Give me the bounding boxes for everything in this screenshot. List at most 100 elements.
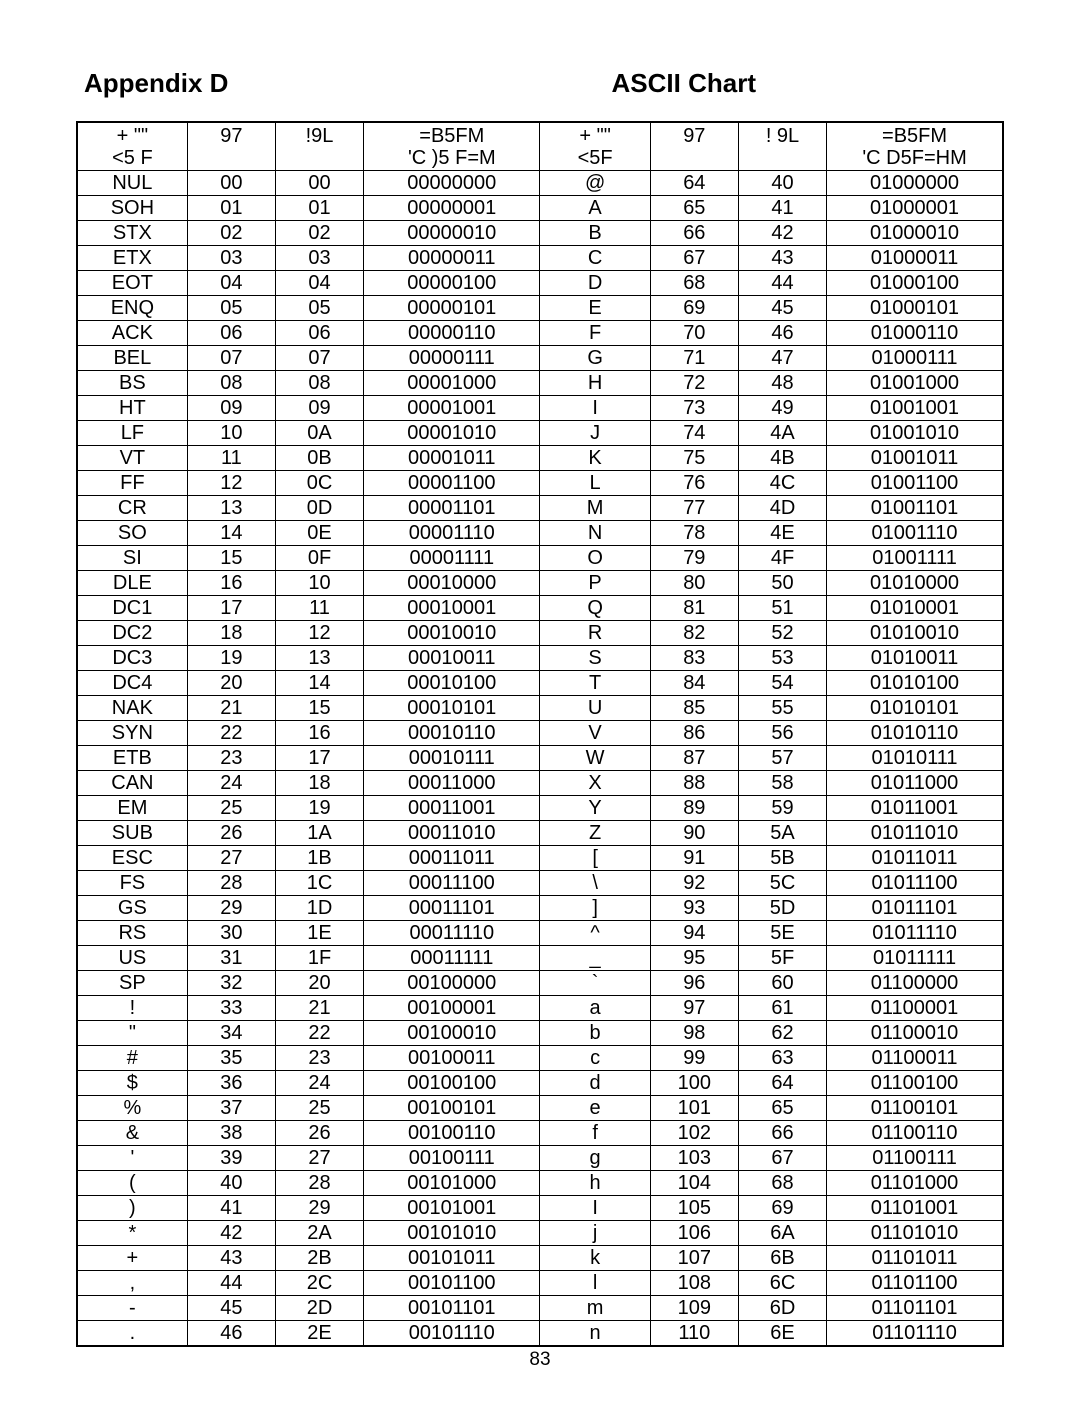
- table-cell: 09: [275, 395, 363, 420]
- table-cell: 54: [738, 670, 826, 695]
- table-cell: 00000100: [364, 270, 540, 295]
- table-cell: 00011111: [364, 945, 540, 970]
- table-cell: 01100100: [827, 1070, 1003, 1095]
- table-cell: 1A: [275, 820, 363, 845]
- table-cell: E: [540, 295, 650, 320]
- table-cell: 00010100: [364, 670, 540, 695]
- table-cell: B: [540, 220, 650, 245]
- page-header: Appendix D ASCII Chart: [76, 68, 1004, 99]
- table-cell: 01011010: [827, 820, 1003, 845]
- table-cell: STX: [77, 220, 187, 245]
- table-cell: 27: [187, 845, 275, 870]
- table-cell: 50: [738, 570, 826, 595]
- table-row: HT090900001001I734901001001: [77, 395, 1003, 420]
- table-cell: 95: [650, 945, 738, 970]
- table-cell: V: [540, 720, 650, 745]
- table-cell: 01001011: [827, 445, 1003, 470]
- table-body: NUL000000000000@644001000000SOH010100000…: [77, 170, 1003, 1346]
- table-cell: 01101110: [827, 1320, 1003, 1346]
- table-row: BS080800001000H724801001000: [77, 370, 1003, 395]
- table-row: ESC271B00011011[915B01011011: [77, 845, 1003, 870]
- table-cell: 45: [187, 1295, 275, 1320]
- table-cell: 00011010: [364, 820, 540, 845]
- table-cell: 69: [650, 295, 738, 320]
- table-cell: 01001001: [827, 395, 1003, 420]
- table-cell: T: [540, 670, 650, 695]
- table-cell: 103: [650, 1145, 738, 1170]
- table-row: EM251900011001Y895901011001: [77, 795, 1003, 820]
- table-cell: 4D: [738, 495, 826, 520]
- table-cell: 00100110: [364, 1120, 540, 1145]
- table-cell: 01101100: [827, 1270, 1003, 1295]
- table-cell: 68: [650, 270, 738, 295]
- table-cell: 96: [650, 970, 738, 995]
- table-cell: 23: [187, 745, 275, 770]
- table-cell: CAN: [77, 770, 187, 795]
- table-row: ,442C00101100l1086C01101100: [77, 1270, 1003, 1295]
- table-cell: L: [540, 470, 650, 495]
- table-cell: 35: [187, 1045, 275, 1070]
- table-cell: 90: [650, 820, 738, 845]
- table-row: NUL000000000000@644001000000: [77, 170, 1003, 195]
- table-row: DC4201400010100T845401010100: [77, 670, 1003, 695]
- table-cell: EOT: [77, 270, 187, 295]
- table-cell: 01011011: [827, 845, 1003, 870]
- table-row: DLE161000010000P805001010000: [77, 570, 1003, 595]
- table-row: RS301E00011110^945E01011110: [77, 920, 1003, 945]
- table-row: NAK211500010101U855501010101: [77, 695, 1003, 720]
- appendix-label: Appendix D: [84, 68, 228, 99]
- table-cell: 01011101: [827, 895, 1003, 920]
- table-cell: 13: [187, 495, 275, 520]
- table-cell: RS: [77, 920, 187, 945]
- table-cell: 01001110: [827, 520, 1003, 545]
- table-cell: 1D: [275, 895, 363, 920]
- table-row: ACK060600000110F704601000110: [77, 320, 1003, 345]
- table-cell: 45: [738, 295, 826, 320]
- table-cell: U: [540, 695, 650, 720]
- table-cell: J: [540, 420, 650, 445]
- table-cell: 0B: [275, 445, 363, 470]
- table-cell: 110: [650, 1320, 738, 1346]
- table-cell: 44: [187, 1270, 275, 1295]
- table-cell: \: [540, 870, 650, 895]
- table-cell: 102: [650, 1120, 738, 1145]
- table-cell: G: [540, 345, 650, 370]
- column-header-1: 97: [187, 122, 275, 170]
- table-cell: 57: [738, 745, 826, 770]
- table-cell: 01101001: [827, 1195, 1003, 1220]
- table-cell: 10: [187, 420, 275, 445]
- table-cell: 39: [187, 1145, 275, 1170]
- table-cell: 00101100: [364, 1270, 540, 1295]
- column-header-3: =B5FM'C )5 F=M: [364, 122, 540, 170]
- table-cell: 12: [187, 470, 275, 495]
- table-row: *422A00101010j1066A01101010: [77, 1220, 1003, 1245]
- table-cell: g: [540, 1145, 650, 1170]
- table-cell: 19: [187, 645, 275, 670]
- table-cell: 01100101: [827, 1095, 1003, 1120]
- table-cell: DC3: [77, 645, 187, 670]
- table-cell: 5E: [738, 920, 826, 945]
- table-cell: 5C: [738, 870, 826, 895]
- table-cell: 01011001: [827, 795, 1003, 820]
- table-cell: 18: [275, 770, 363, 795]
- table-cell: F: [540, 320, 650, 345]
- table-row: SP322000100000`966001100000: [77, 970, 1003, 995]
- table-cell: 67: [738, 1145, 826, 1170]
- table-cell: 43: [187, 1245, 275, 1270]
- table-cell: 0A: [275, 420, 363, 445]
- table-cell: 6E: [738, 1320, 826, 1346]
- table-cell: 37: [187, 1095, 275, 1120]
- table-cell: Z: [540, 820, 650, 845]
- table-cell: 00101011: [364, 1245, 540, 1270]
- table-row: &382600100110f1026601100110: [77, 1120, 1003, 1145]
- table-cell: 5F: [738, 945, 826, 970]
- table-cell: 00101000: [364, 1170, 540, 1195]
- table-cell: 63: [738, 1045, 826, 1070]
- table-row: "342200100010b986201100010: [77, 1020, 1003, 1045]
- column-header-7: =B5FM'C D5F=HM: [827, 122, 1003, 170]
- table-cell: LF: [77, 420, 187, 445]
- table-cell: 11: [187, 445, 275, 470]
- table-cell: 00010110: [364, 720, 540, 745]
- table-cell: h: [540, 1170, 650, 1195]
- table-cell: e: [540, 1095, 650, 1120]
